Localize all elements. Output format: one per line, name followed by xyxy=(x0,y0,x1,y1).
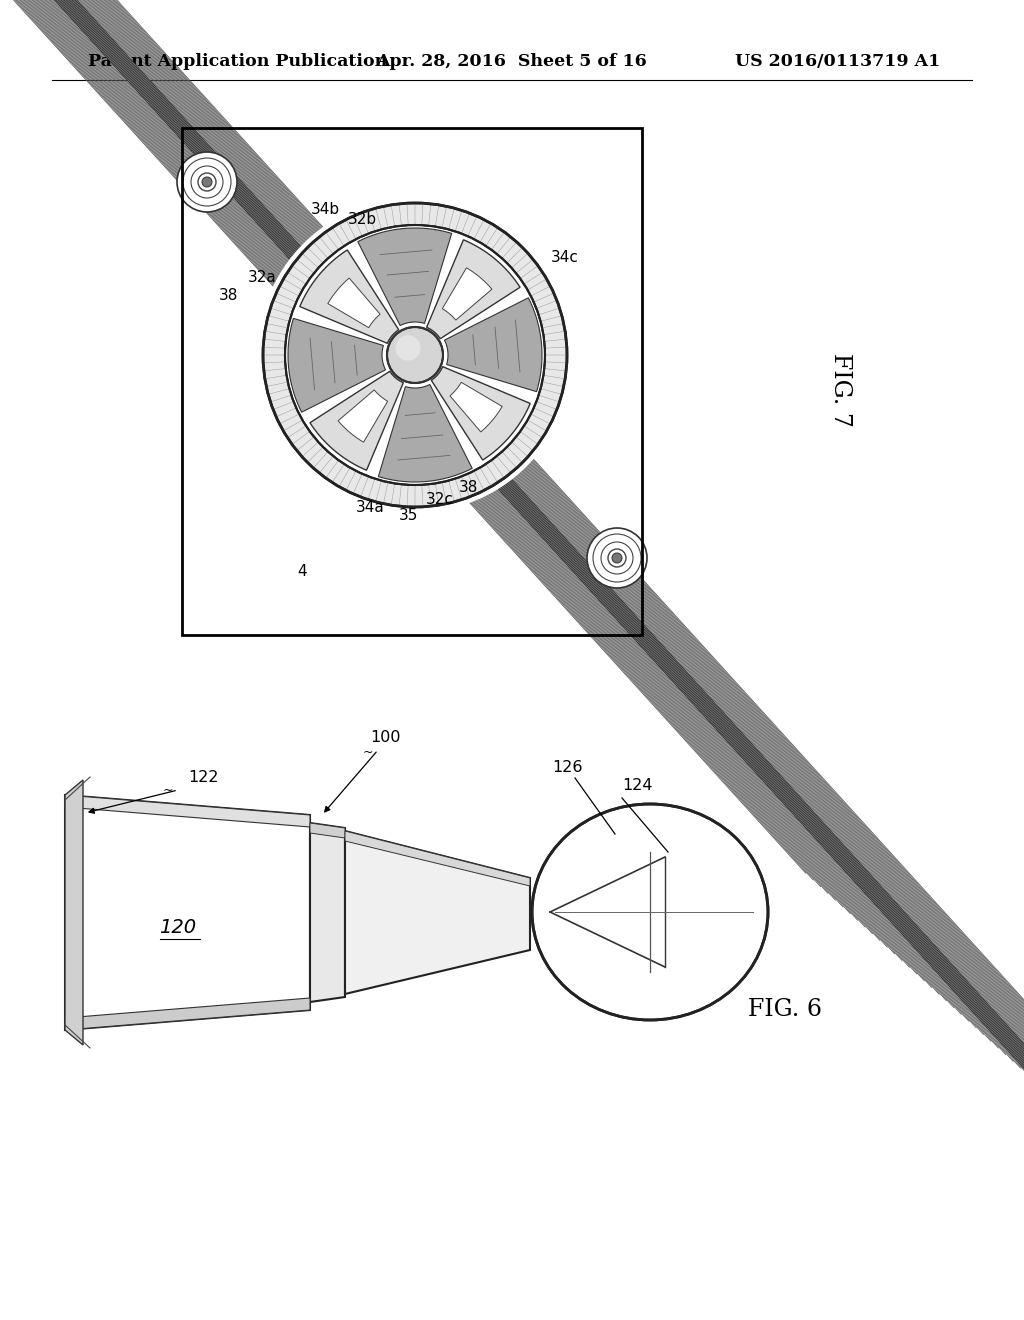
Text: 34a: 34a xyxy=(355,500,384,516)
Bar xyxy=(182,128,642,635)
Polygon shape xyxy=(338,389,388,442)
Bar xyxy=(182,128,642,635)
Circle shape xyxy=(202,177,212,187)
Polygon shape xyxy=(310,822,345,1002)
Circle shape xyxy=(177,152,237,213)
Circle shape xyxy=(395,335,421,360)
Text: 124: 124 xyxy=(623,779,653,793)
Text: 32b: 32b xyxy=(347,213,377,227)
Polygon shape xyxy=(310,822,345,838)
Ellipse shape xyxy=(532,804,768,1020)
Polygon shape xyxy=(450,383,502,432)
Text: FIG. 7: FIG. 7 xyxy=(828,352,852,426)
Polygon shape xyxy=(300,249,398,343)
Text: FIG. 6: FIG. 6 xyxy=(748,998,822,1022)
Polygon shape xyxy=(345,832,530,886)
Polygon shape xyxy=(431,367,530,461)
Polygon shape xyxy=(65,795,310,828)
Polygon shape xyxy=(328,279,380,327)
Text: US 2016/0113719 A1: US 2016/0113719 A1 xyxy=(735,54,940,70)
Text: 35: 35 xyxy=(398,507,418,523)
Text: 34b: 34b xyxy=(310,202,340,218)
Circle shape xyxy=(285,224,545,484)
Text: ~: ~ xyxy=(362,746,374,759)
Polygon shape xyxy=(442,268,492,319)
Circle shape xyxy=(587,528,647,587)
Text: Apr. 28, 2016  Sheet 5 of 16: Apr. 28, 2016 Sheet 5 of 16 xyxy=(377,54,647,70)
Text: Patent Application Publication: Patent Application Publication xyxy=(88,54,387,70)
Polygon shape xyxy=(310,371,403,470)
Circle shape xyxy=(387,327,443,383)
Text: 126: 126 xyxy=(553,760,584,776)
Circle shape xyxy=(263,203,567,507)
Text: 38: 38 xyxy=(459,480,477,495)
Circle shape xyxy=(258,198,572,512)
Text: 32a: 32a xyxy=(248,271,276,285)
Text: 32c: 32c xyxy=(426,492,454,507)
Text: 4: 4 xyxy=(297,565,307,579)
Polygon shape xyxy=(444,298,542,392)
Circle shape xyxy=(612,553,622,564)
Polygon shape xyxy=(427,240,520,339)
Text: 122: 122 xyxy=(188,771,218,785)
Text: 120: 120 xyxy=(159,917,196,937)
Polygon shape xyxy=(65,998,310,1030)
Text: ~: ~ xyxy=(163,784,173,796)
Polygon shape xyxy=(288,318,386,412)
Polygon shape xyxy=(357,228,452,326)
Polygon shape xyxy=(345,832,530,994)
Text: 34c: 34c xyxy=(551,251,579,265)
Polygon shape xyxy=(65,795,310,1030)
Bar xyxy=(182,128,642,635)
Polygon shape xyxy=(0,0,1024,1199)
Polygon shape xyxy=(378,384,472,482)
Text: 100: 100 xyxy=(370,730,400,746)
Polygon shape xyxy=(65,780,83,1045)
Text: 38: 38 xyxy=(218,288,238,302)
